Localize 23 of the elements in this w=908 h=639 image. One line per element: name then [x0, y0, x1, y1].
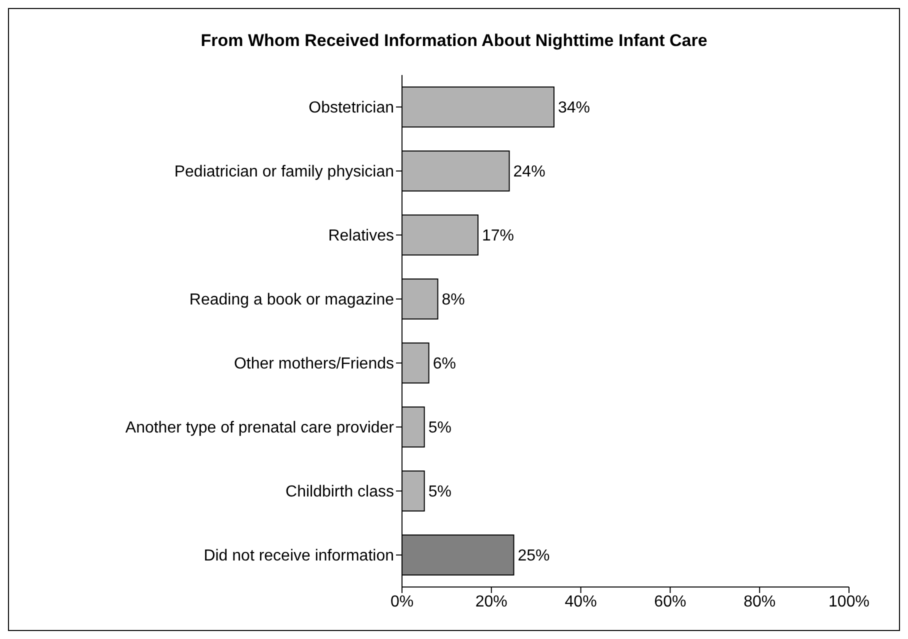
x-tick-label: 40%	[564, 593, 597, 610]
data-label: 34%	[558, 100, 590, 117]
data-label: 8%	[442, 292, 465, 309]
y-tick-label: Pediatrician or family physician	[174, 164, 394, 181]
y-tick-label: Reading a book or magazine	[189, 292, 394, 309]
x-tick-label: 20%	[475, 593, 508, 610]
y-tick-label: Relatives	[328, 228, 394, 245]
x-tick-label: 0%	[390, 593, 414, 610]
data-label: 17%	[482, 228, 514, 245]
y-tick-label: Did not receive information	[204, 548, 394, 565]
y-tick-label: Another type of prenatal care provider	[125, 420, 395, 437]
x-tick-label: 80%	[744, 593, 776, 610]
chart-title: From Whom Received Information About Nighttime Infant Care	[200, 31, 708, 51]
x-tick-label: 60%	[654, 593, 686, 610]
x-tick-label: 100%	[828, 593, 870, 610]
y-tick-label: Obstetrician	[308, 100, 394, 117]
data-label: 5%	[428, 420, 452, 437]
data-label: 24%	[513, 164, 546, 181]
y-tick-label: Childbirth class	[286, 484, 394, 501]
y-tick-label: Other mothers/Friends	[234, 356, 394, 373]
data-label: 6%	[432, 356, 456, 373]
data-label: 5%	[428, 484, 452, 501]
data-label: 25%	[518, 548, 550, 565]
